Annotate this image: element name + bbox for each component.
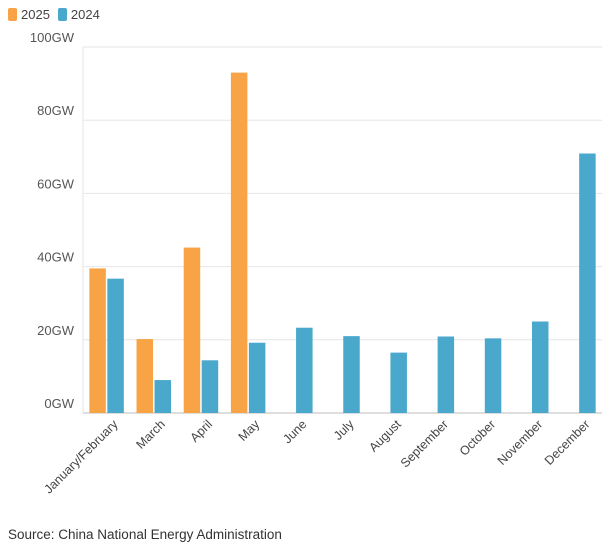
y-axis-ticks: 0GW 20GW 40GW 60GW 80GW 100GW (30, 30, 75, 411)
x-tick-label: October (457, 417, 498, 458)
bar-2024-january-february (107, 278, 124, 413)
x-tick-label: September (398, 417, 451, 470)
source-note: Source: China National Energy Administra… (8, 527, 282, 542)
bar-2024-august (390, 352, 407, 413)
x-axis-ticks: January/February March April May June July Aug… (42, 417, 593, 497)
bar-2024-november (531, 321, 549, 413)
x-tick-label: June (280, 417, 309, 446)
bar-2024-june (296, 327, 313, 413)
x-tick-label: April (187, 417, 215, 445)
bar-2024-october (484, 338, 502, 413)
x-tick-label: March (133, 417, 167, 451)
legend-item-2025: 2025 (8, 7, 50, 22)
y-tick-label: 100GW (30, 30, 75, 45)
bar-2024-july (343, 336, 360, 413)
bar-2024-december (579, 153, 596, 414)
legend-label-2024: 2024 (70, 7, 100, 22)
gridlines (82, 46, 602, 414)
y-tick-label: 20GW (37, 323, 75, 338)
x-tick-label: August (366, 417, 404, 455)
bar-2024-may (248, 342, 266, 413)
x-tick-label: May (236, 417, 263, 444)
x-tick-label: November (495, 417, 546, 468)
legend-swatch-2025 (8, 8, 17, 21)
bar-2024-march (154, 380, 172, 413)
legend-label-2025: 2025 (21, 7, 50, 22)
y-tick-label: 40GW (37, 250, 75, 265)
x-tick-label: December (542, 417, 593, 468)
legend-swatch-2024 (57, 8, 67, 21)
bars (89, 72, 596, 414)
bar-2025-may (230, 72, 248, 414)
legend: 2025 2024 (8, 7, 100, 22)
bar-2024-september (437, 336, 455, 413)
bar-2025-april (183, 247, 201, 413)
y-tick-label: 60GW (37, 176, 75, 191)
x-tick-label: July (331, 417, 357, 443)
bar-2025-january-february (89, 268, 106, 413)
bar-2025-march (136, 339, 154, 413)
x-tick-label: January/February (42, 417, 122, 497)
y-tick-label: 80GW (37, 103, 75, 118)
bar-chart: 0GW 20GW 40GW 60GW 80GW 100GW January/Februar… (30, 30, 602, 497)
bar-2024-april (201, 360, 219, 413)
y-tick-label: 0GW (44, 396, 74, 411)
legend-item-2024: 2024 (57, 7, 100, 22)
